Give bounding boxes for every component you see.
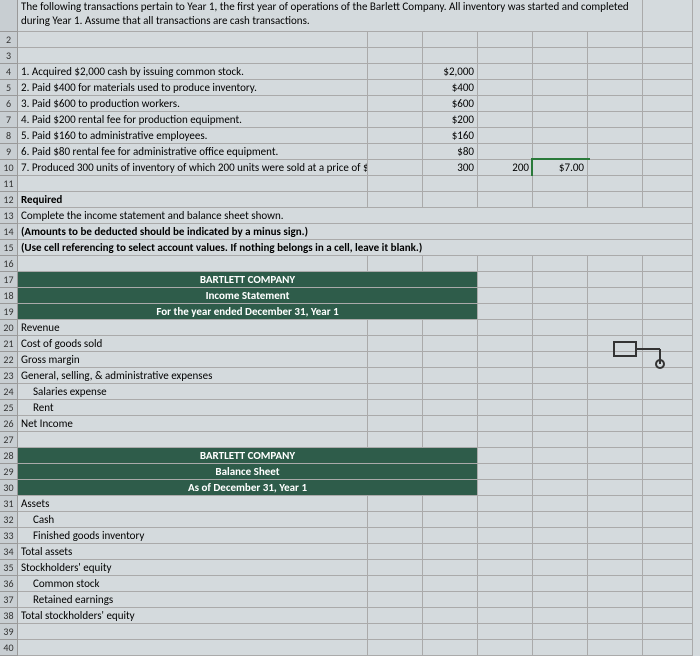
- retained-earnings-label[interactable]: Retained earnings: [18, 592, 368, 608]
- required-title[interactable]: Required: [18, 192, 368, 208]
- price-per-unit[interactable]: $7.00: [533, 160, 588, 176]
- finished-goods-label[interactable]: Finished goods inventory: [18, 528, 368, 544]
- revenue-label[interactable]: Revenue: [18, 320, 368, 336]
- transaction-1[interactable]: 1. Acquired $2,000 cash by issuing commo…: [18, 64, 368, 80]
- balance-date[interactable]: As of December 31, Year 1: [18, 480, 478, 496]
- spreadsheet-grid: The following transactions pertain to Ye…: [0, 0, 700, 656]
- amount-1[interactable]: $2,000: [423, 64, 478, 80]
- income-title[interactable]: Income Statement: [18, 288, 478, 304]
- amount-5[interactable]: $160: [423, 128, 478, 144]
- balance-company[interactable]: BARTLETT COMPANY: [18, 448, 478, 464]
- common-stock-label[interactable]: Common stock: [18, 576, 368, 592]
- required-line-3[interactable]: (Use cell referencing to select account …: [18, 240, 693, 256]
- problem-intro: The following transactions pertain to Ye…: [18, 0, 643, 32]
- income-company[interactable]: BARTLETT COMPANY: [18, 272, 478, 288]
- units-sold[interactable]: 200: [478, 160, 533, 176]
- transaction-5[interactable]: 5. Paid $160 to administrative employees…: [18, 128, 368, 144]
- amount-2[interactable]: $400: [423, 80, 478, 96]
- amount-4[interactable]: $200: [423, 112, 478, 128]
- total-assets-label[interactable]: Total assets: [18, 544, 368, 560]
- required-line-2[interactable]: (Amounts to be deducted should be indica…: [18, 224, 693, 240]
- salaries-label[interactable]: Salaries expense: [18, 384, 368, 400]
- total-equity-label[interactable]: Total stockholders' equity: [18, 608, 368, 624]
- cogs-label[interactable]: Cost of goods sold: [18, 336, 368, 352]
- transaction-6[interactable]: 6. Paid $80 rental fee for administrativ…: [18, 144, 368, 160]
- net-income-label[interactable]: Net Income: [18, 416, 368, 432]
- amount-6[interactable]: $80: [423, 144, 478, 160]
- required-line-1[interactable]: Complete the income statement and balanc…: [18, 208, 693, 224]
- cash-label[interactable]: Cash: [18, 512, 368, 528]
- income-period[interactable]: For the year ended December 31, Year 1: [18, 304, 478, 320]
- gross-margin-label[interactable]: Gross margin: [18, 352, 368, 368]
- rent-label[interactable]: Rent: [18, 400, 368, 416]
- row-header: [0, 0, 18, 32]
- row-header: 2: [0, 32, 18, 48]
- transaction-2[interactable]: 2. Paid $400 for materials used to produ…: [18, 80, 368, 96]
- transaction-7[interactable]: 7. Produced 300 units of inventory of wh…: [18, 160, 368, 176]
- stockholders-equity-label[interactable]: Stockholders' equity: [18, 560, 368, 576]
- transaction-4[interactable]: 4. Paid $200 rental fee for production e…: [18, 112, 368, 128]
- units-produced[interactable]: 300: [423, 160, 478, 176]
- balance-title[interactable]: Balance Sheet: [18, 464, 478, 480]
- sga-label[interactable]: General, selling, & administrative expen…: [18, 368, 368, 384]
- transaction-3[interactable]: 3. Paid $600 to production workers.: [18, 96, 368, 112]
- assets-label[interactable]: Assets: [18, 496, 368, 512]
- amount-3[interactable]: $600: [423, 96, 478, 112]
